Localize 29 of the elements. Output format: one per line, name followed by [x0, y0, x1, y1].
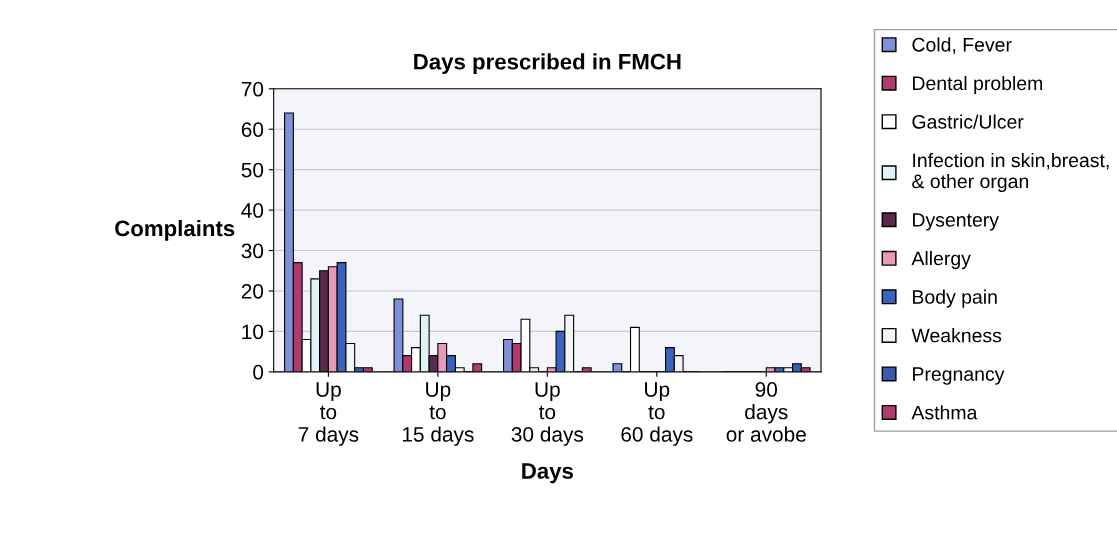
x-axis-title: Days — [522, 463, 573, 484]
legend-label: Cold, Fever — [912, 37, 1012, 54]
y-tick-label: 10 — [242, 324, 264, 340]
bar — [581, 367, 592, 372]
legend-label: Allergy — [911, 251, 971, 270]
x-tick-label: 90 days or avobe — [726, 382, 806, 442]
y-tick-label: 40 — [241, 203, 264, 218]
y-tick-label: 20 — [241, 283, 264, 299]
y-tick-label: 50 — [241, 162, 264, 178]
bar — [612, 363, 623, 372]
legend-label: Weakness — [911, 328, 1002, 343]
legend-label: Asthma — [911, 405, 978, 420]
legend-label: Body pain — [913, 289, 997, 308]
y-tick-label: 70 — [241, 81, 264, 97]
legend-label: Dysentery — [913, 213, 999, 231]
y-tick-label: 60 — [241, 122, 264, 137]
x-tick-label: Up to 60 days — [621, 382, 693, 446]
y-tick-label: 0 — [253, 364, 264, 380]
y-tick-label: 30 — [241, 243, 264, 259]
bar — [472, 363, 483, 372]
x-tick-label: Up to 7 days — [298, 382, 359, 446]
legend-label: Gastric/Ulcer — [912, 114, 1024, 129]
legend-label: Infection in skin,breast, & other organ — [912, 152, 1109, 193]
x-tick-label: Up to 15 days — [402, 382, 474, 446]
chart-title: Days prescribed in FMCH — [414, 53, 681, 74]
legend-label: Pregnancy — [913, 367, 1005, 385]
y-axis-title: Complaints — [115, 219, 235, 241]
legend-label: Dental problem — [913, 75, 1043, 95]
x-tick-label: Up to 30 days — [511, 382, 584, 446]
